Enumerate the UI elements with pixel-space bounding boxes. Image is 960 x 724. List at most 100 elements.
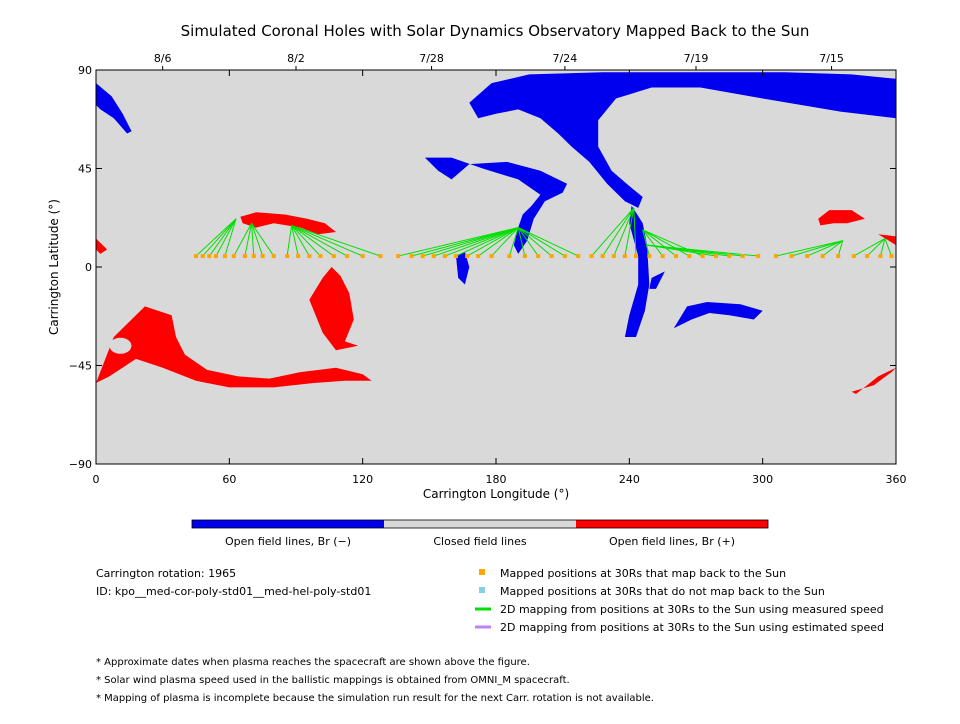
mapping-line xyxy=(642,229,650,257)
mapping-line xyxy=(642,229,677,257)
mapped-point xyxy=(549,254,554,259)
colorbar: Open field lines, Br (−) Closed field lin… xyxy=(191,519,769,548)
x-tick-label: 120 xyxy=(352,473,373,486)
mapping-line xyxy=(517,227,566,257)
mapping-line xyxy=(291,225,335,257)
negative-polarity-region xyxy=(649,271,665,289)
mapped-point xyxy=(522,254,527,259)
mapped-point xyxy=(431,254,436,259)
y-tick-label: 90 xyxy=(78,64,92,77)
mapping-line xyxy=(291,225,310,257)
mapped-point xyxy=(409,254,414,259)
colorbar-frame xyxy=(191,519,769,529)
mapping-line xyxy=(837,240,844,257)
mapped-point xyxy=(589,254,594,259)
mapping-line xyxy=(884,238,893,257)
x-axis-label: Carrington Longitude (°) xyxy=(423,487,569,501)
mapping-line xyxy=(422,227,519,257)
mapping-line xyxy=(398,227,519,257)
mapped-point xyxy=(562,254,567,259)
mapping-line xyxy=(508,227,519,257)
legend-swatch xyxy=(479,587,485,593)
mapping-line xyxy=(233,222,252,257)
carrington-rotation: Carrington rotation: 1965 xyxy=(96,567,236,580)
mapping-line xyxy=(291,224,363,257)
positive-polarity-region xyxy=(240,212,336,235)
x-tick-label: 240 xyxy=(619,473,640,486)
mapping-line xyxy=(286,225,293,257)
mapping-line xyxy=(591,207,635,257)
mapped-point xyxy=(345,254,350,259)
positive-polarity-region xyxy=(851,367,896,394)
mapped-point xyxy=(611,254,616,259)
axis-ticks: 0 60 120 180 240 300 360 90 45 0 −45 −90 8/6 8/2 7/28 7… xyxy=(69,52,907,486)
mapped-point xyxy=(674,254,678,259)
mapped-point xyxy=(214,254,218,259)
footnote: * Mapping of plasma is incomplete becaus… xyxy=(96,693,654,704)
positive-polarity-region xyxy=(309,267,359,351)
mapping-line xyxy=(642,229,690,257)
mapping-line xyxy=(202,218,237,257)
positive-polarity-region xyxy=(878,234,896,246)
mapped-point xyxy=(420,254,425,259)
legend-label: Mapped positions at 30Rs that do not map… xyxy=(500,585,825,598)
positive-polarity-region xyxy=(818,210,865,226)
mapped-point xyxy=(740,254,745,259)
date-tick-label: 7/24 xyxy=(553,52,578,65)
mapped-point xyxy=(378,254,383,259)
closed-island xyxy=(109,337,132,354)
mapped-point xyxy=(805,254,810,259)
mapping-line xyxy=(647,244,759,257)
legend-label: 2D mapping from positions at 30Rs to the… xyxy=(500,603,884,616)
negative-polarity-region xyxy=(424,157,568,254)
x-tick-label: 0 xyxy=(93,473,100,486)
colorbar-segment xyxy=(576,520,768,528)
mapped-point xyxy=(820,254,825,259)
mapping-line xyxy=(455,227,519,257)
date-tick-label: 7/19 xyxy=(684,52,709,65)
mapping-line xyxy=(444,227,519,257)
mapped-points xyxy=(194,254,894,259)
mapped-point xyxy=(231,254,236,259)
mapping-line xyxy=(491,227,519,257)
footnote: * Approximate dates when plasma reaches … xyxy=(96,657,530,668)
x-tick-label: 300 xyxy=(752,473,773,486)
mapped-point xyxy=(889,254,894,259)
coronal-hole-regions xyxy=(96,72,896,394)
mapping-line xyxy=(195,218,237,257)
mapping-line xyxy=(291,224,381,257)
mapping-line xyxy=(822,240,843,257)
mapped-point xyxy=(222,254,227,259)
mapping-line xyxy=(517,227,552,257)
mapped-point xyxy=(251,254,256,259)
y-tick-label: −90 xyxy=(69,458,92,471)
mapping-line xyxy=(251,223,264,257)
mapping-line xyxy=(411,227,519,257)
mapped-point xyxy=(851,254,856,259)
mapped-point xyxy=(878,254,883,259)
mapped-point xyxy=(789,254,794,259)
mapped-point xyxy=(285,254,290,259)
mapping-line xyxy=(633,207,637,257)
chart-title: Simulated Coronal Holes with Solar Dynam… xyxy=(181,22,810,40)
mapped-point xyxy=(194,254,198,259)
mapped-point xyxy=(836,254,841,259)
mapping-line xyxy=(866,238,886,257)
mapped-point xyxy=(865,254,870,259)
y-tick-label: 0 xyxy=(85,261,92,274)
mapping-line xyxy=(251,223,255,257)
mapping-line xyxy=(791,240,843,257)
y-tick-label: −45 xyxy=(69,360,92,373)
mapped-point xyxy=(576,254,581,259)
x-tick-label: 180 xyxy=(486,473,507,486)
mapped-point xyxy=(507,254,512,259)
positive-polarity-region xyxy=(96,238,108,254)
mapping-line xyxy=(433,227,519,257)
mapped-point xyxy=(727,254,732,259)
mapped-point xyxy=(207,254,212,259)
mapped-point xyxy=(634,254,638,259)
mapped-point xyxy=(622,254,627,259)
colorbar-segment xyxy=(192,520,384,528)
mapping-line xyxy=(251,222,275,257)
map-panel: 0 60 120 180 240 300 360 90 45 0 −45 −90 8/6 8/2 7/28 7… xyxy=(69,52,907,486)
